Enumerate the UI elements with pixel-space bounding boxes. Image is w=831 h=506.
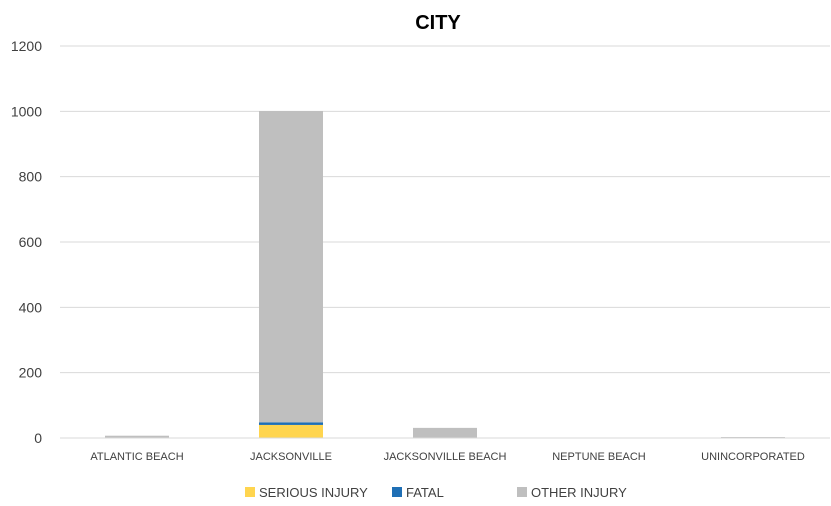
bar-segment-other-injury (105, 435, 169, 438)
x-tick-label: JACKSONVILLE BEACH (384, 451, 507, 463)
chart-title: CITY (415, 12, 461, 34)
gridlines (60, 45, 830, 439)
y-tick-label: 0 (34, 430, 42, 446)
legend-swatch (392, 487, 402, 497)
y-tick-label: 1000 (11, 103, 42, 119)
legend: SERIOUS INJURY FATAL OTHER INJURY (245, 485, 627, 500)
bars (105, 111, 785, 438)
bar-segment-other-injury (259, 111, 323, 423)
legend-label: OTHER INJURY (531, 485, 627, 500)
x-tick-label: NEPTUNE BEACH (552, 451, 646, 463)
bar-segment-serious-injury (259, 424, 323, 438)
legend-label: FATAL (406, 485, 444, 500)
y-tick-label: 400 (19, 299, 43, 315)
y-tick-label: 600 (19, 234, 43, 250)
y-tick-label: 1200 (11, 38, 42, 54)
x-tick-label: ATLANTIC BEACH (90, 451, 183, 463)
bar-segment-other-injury (413, 427, 477, 438)
x-axis: ATLANTIC BEACH JACKSONVILLE JACKSONVILLE B… (60, 437, 830, 463)
y-axis: 0 200 400 600 800 1000 1200 (11, 38, 42, 446)
legend-swatch (517, 487, 527, 497)
legend-label: SERIOUS INJURY (259, 485, 368, 500)
bar-segment-fatal (259, 422, 323, 425)
y-tick-label: 800 (19, 169, 43, 185)
legend-swatch (245, 487, 255, 497)
x-tick-label: UNINCORPORATED (701, 451, 805, 463)
x-tick-label: JACKSONVILLE (250, 451, 332, 463)
y-tick-label: 200 (19, 365, 43, 381)
